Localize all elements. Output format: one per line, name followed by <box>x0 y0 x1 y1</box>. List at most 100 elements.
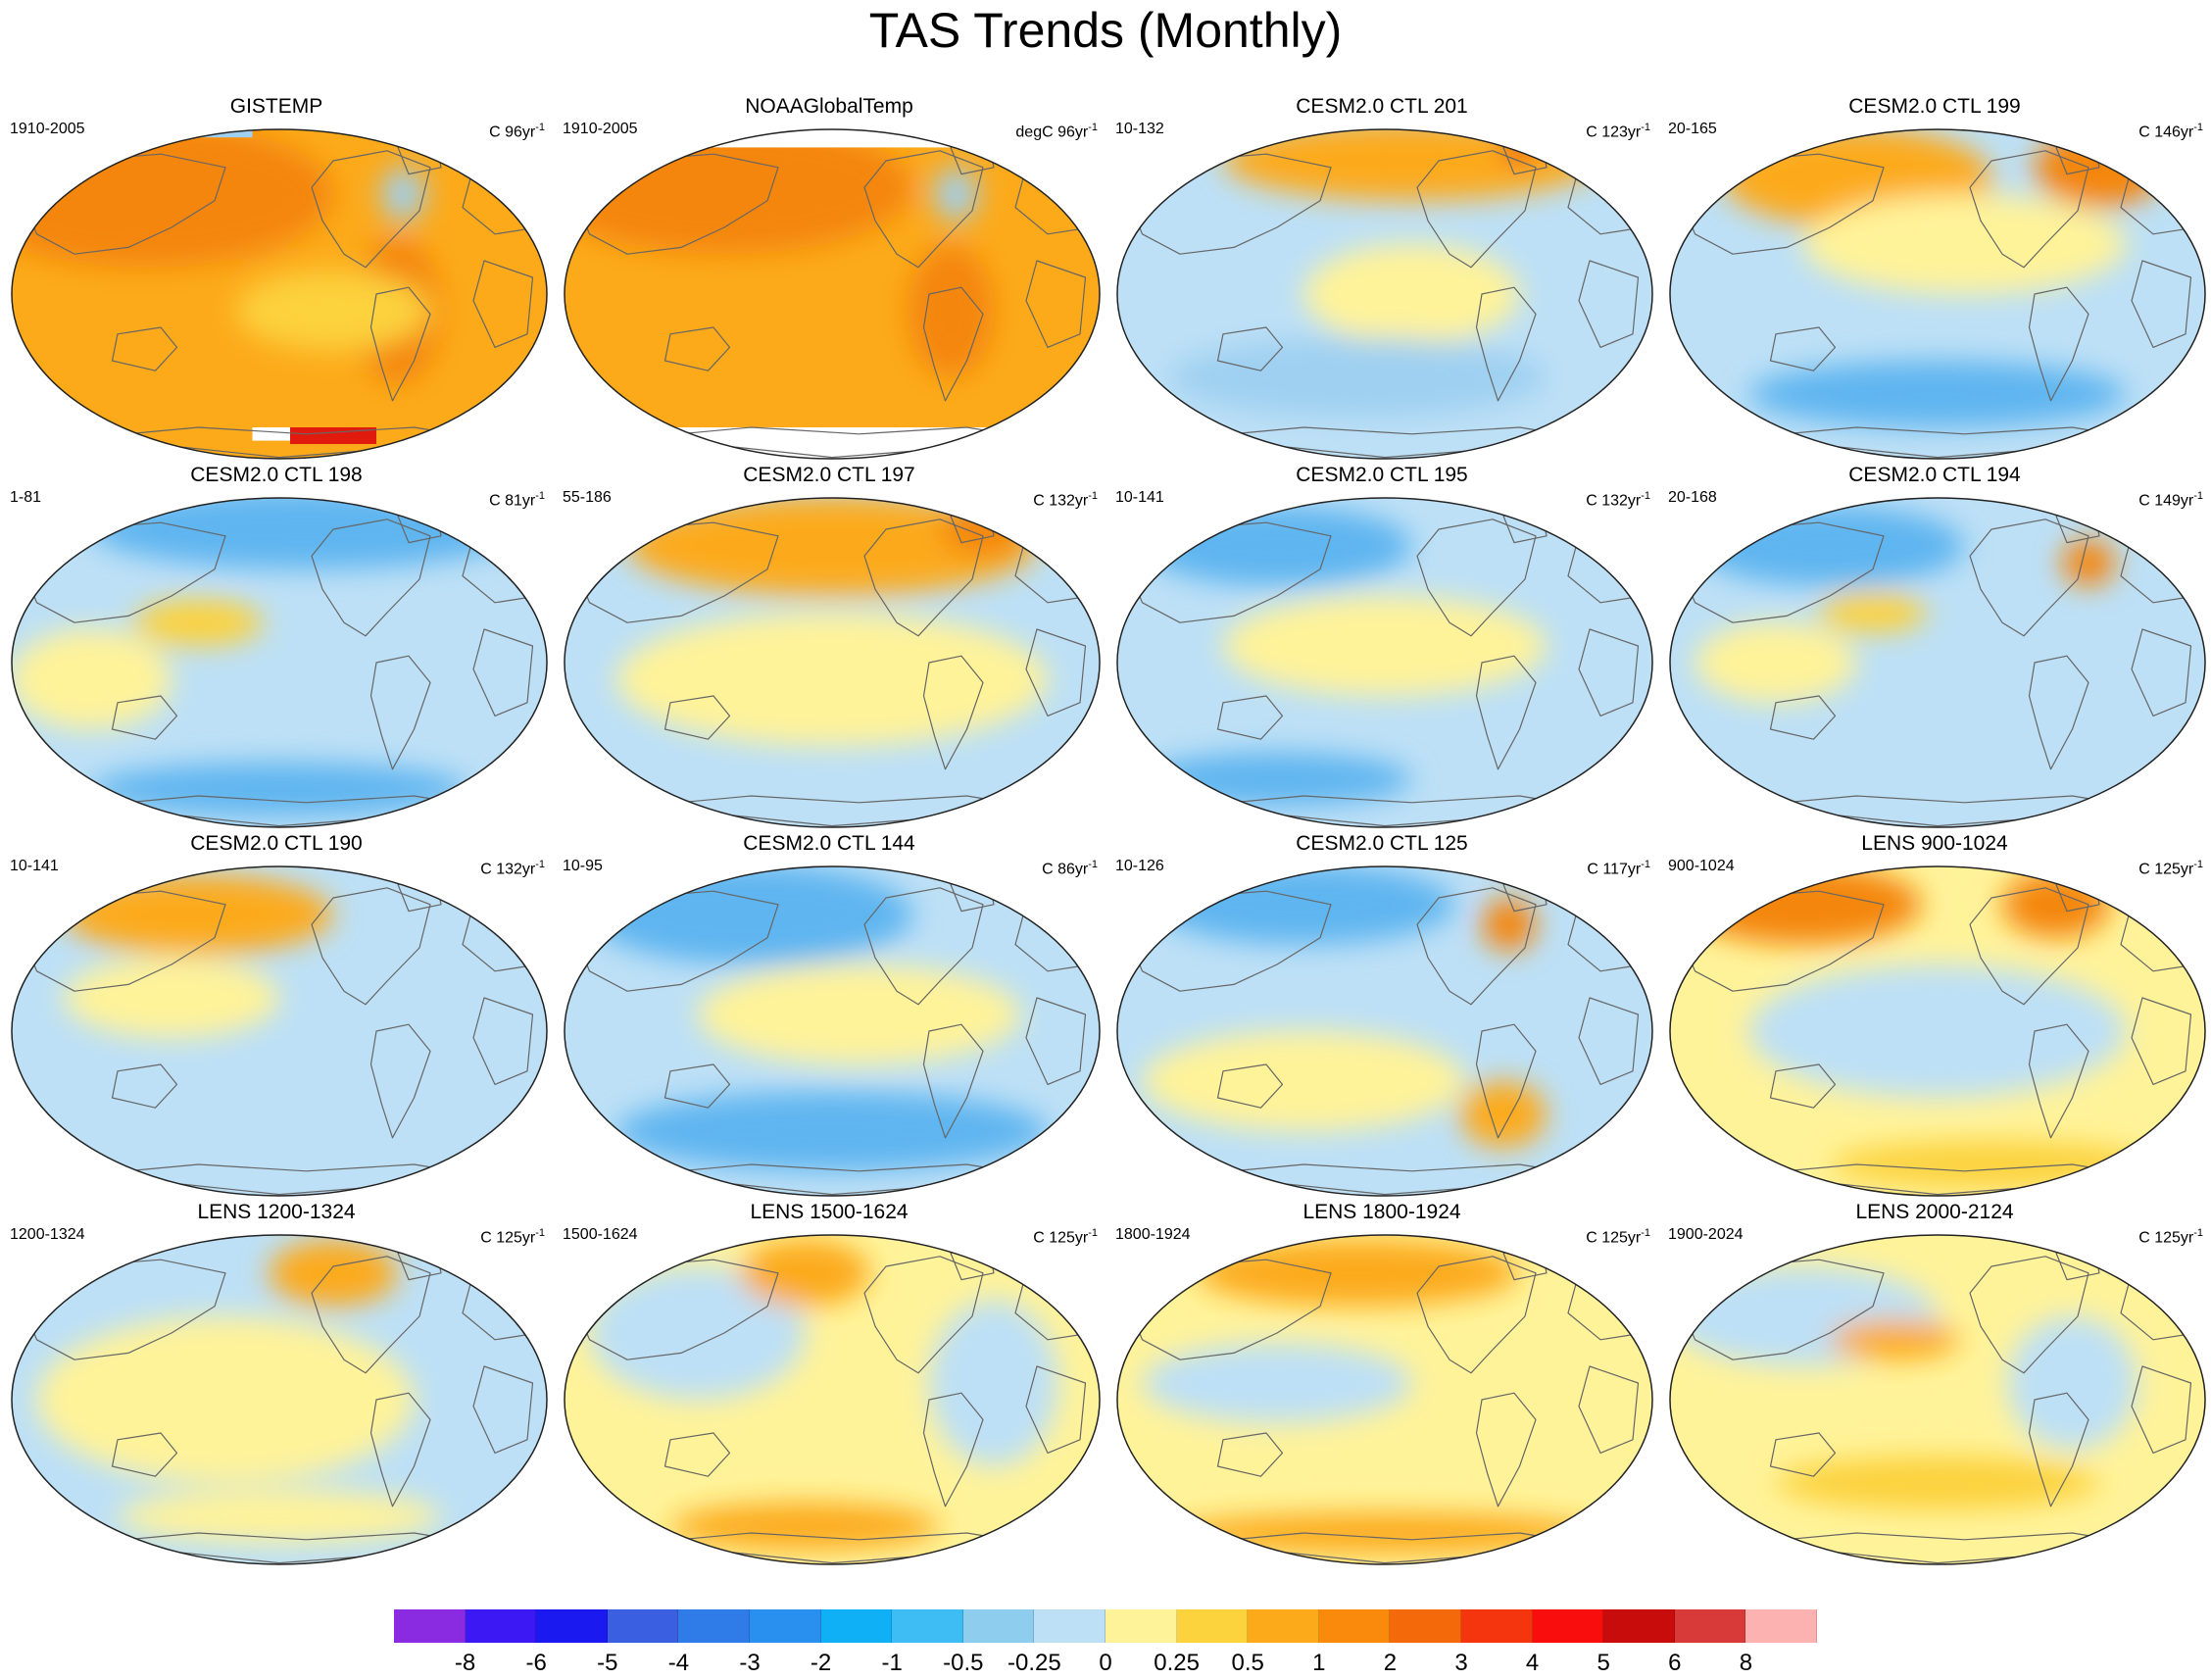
panel-units-value: C 125 <box>2138 1229 2181 1247</box>
panel-title: CESM2.0 CTL 198 <box>190 464 363 486</box>
map-border <box>1116 497 1653 828</box>
coastline <box>922 1392 984 1507</box>
trend-anomaly <box>1482 898 1536 952</box>
map-panel: CESM2.0 CTL 199 20-165 C 146yr-1 <box>1658 94 2211 462</box>
colorbar-tick-label: 0.5 <box>1231 1650 1264 1676</box>
robinson-map <box>1669 1234 2206 1565</box>
panel-units: C 123yr-1 <box>1586 118 1650 142</box>
colorbar <box>394 1609 1817 1643</box>
coastline <box>1195 1532 1601 1564</box>
panel-title: LENS 2000-2124 <box>1855 1201 2014 1223</box>
robinson-map <box>564 128 1101 460</box>
map-panel: CESM2.0 CTL 201 10-132 C 123yr-1 <box>1106 94 1658 462</box>
panel-units-value: C 86 <box>1042 861 1075 878</box>
map-border <box>11 497 548 828</box>
panel-period: 1800-1924 <box>1115 1226 1191 1243</box>
colorbar-box <box>1674 1609 1746 1643</box>
colorbar-box <box>892 1609 963 1643</box>
panel-period: 10-141 <box>10 858 59 874</box>
coastline <box>311 519 431 637</box>
colorbar-box <box>1460 1609 1533 1643</box>
robinson-map <box>11 497 548 828</box>
coastline <box>1195 1163 1601 1196</box>
map-border <box>1669 128 2206 460</box>
trend-anomaly <box>697 964 1021 1064</box>
panel-units-per: yr <box>2180 861 2194 878</box>
coastline <box>1195 426 1601 459</box>
map-panel: CESM2.0 CTL 144 10-95 C 86yr-1 <box>553 831 1106 1199</box>
map-border <box>564 128 1101 460</box>
panel-units-per: yr <box>1627 861 1642 878</box>
coastline <box>472 260 534 348</box>
robinson-map <box>564 1234 1101 1565</box>
panel-units-exponent: -1 <box>2193 122 2203 133</box>
coastline <box>1747 426 2154 459</box>
panel-title: LENS 1800-1924 <box>1302 1201 1461 1223</box>
robinson-map <box>1669 128 2206 460</box>
trend-anomaly <box>133 599 264 646</box>
coastline <box>89 1163 496 1196</box>
panel-units-per: yr <box>2180 124 2194 141</box>
trend-anomaly <box>1748 361 2127 427</box>
robinson-map <box>564 865 1101 1197</box>
map-panel: LENS 2000-2124 1900-2024 C 125yr-1 <box>1658 1200 2211 1567</box>
coastline <box>1475 1023 1537 1139</box>
panel-units: C 125yr-1 <box>2138 1223 2203 1248</box>
panel-period: 900-1024 <box>1668 858 1735 874</box>
coastline <box>311 887 431 1006</box>
panel-units: C 149yr-1 <box>2138 486 2203 511</box>
coastline <box>1216 1063 1284 1109</box>
panel-title: CESM2.0 CTL 201 <box>1296 95 1468 118</box>
coastline <box>1969 1256 2089 1374</box>
colorbar-tick-label: -1 <box>881 1650 903 1676</box>
trend-anomaly <box>1303 244 1520 344</box>
map-panel: LENS 1500-1624 1500-1624 C 125yr-1 <box>553 1200 1106 1567</box>
panel-units-per: yr <box>1074 124 1089 141</box>
coastline <box>642 426 1049 459</box>
map-panel: CESM2.0 CTL 194 20-168 C 149yr-1 <box>1658 463 2211 830</box>
coastline <box>922 1023 984 1139</box>
trend-anomaly <box>934 167 978 222</box>
trend-anomaly <box>1830 1141 2153 1188</box>
panel-units-exponent: -1 <box>535 122 545 133</box>
trend-anomaly <box>1830 1319 1959 1360</box>
trend-anomaly <box>1142 1031 1466 1131</box>
coastline <box>311 150 431 269</box>
panel-units-per: yr <box>2180 492 2194 510</box>
coastline <box>1578 1365 1640 1454</box>
coastline <box>2131 260 2192 348</box>
trend-anomaly <box>1460 1081 1547 1148</box>
map-panel: CESM2.0 CTL 125 10-126 C 117yr-1 <box>1106 831 1658 1199</box>
map-border <box>1669 1234 2206 1565</box>
panel-title: CESM2.0 CTL 199 <box>1848 95 2021 118</box>
panel-units-per: yr <box>521 124 536 141</box>
map-panel: GISTEMP 1910-2005 C 96yr-1 <box>0 94 553 462</box>
panel-period: 10-132 <box>1115 121 1164 137</box>
colorbar-tick-label: -3 <box>739 1650 761 1676</box>
coastline <box>1747 1532 2154 1564</box>
panel-units-per: yr <box>521 1229 536 1247</box>
panel-units: C 125yr-1 <box>2138 855 2203 879</box>
panel-units-exponent: -1 <box>535 1227 545 1239</box>
coastline <box>1769 1432 1837 1477</box>
panel-period: 10-95 <box>563 858 603 874</box>
panel-period: 20-168 <box>1668 489 1717 506</box>
map-border <box>564 1234 1101 1565</box>
coastline <box>111 1432 178 1477</box>
map-border <box>1669 497 2206 828</box>
panel-title: CESM2.0 CTL 197 <box>743 464 915 486</box>
map-border <box>1669 865 2206 1197</box>
panel-title: CESM2.0 CTL 144 <box>743 832 915 855</box>
trend-anomaly <box>1196 1239 1520 1307</box>
trend-anomaly <box>616 613 1048 746</box>
colorbar-box <box>607 1609 679 1643</box>
coastline <box>1769 326 1837 371</box>
panel-units-value: C 81 <box>489 492 522 510</box>
coastline <box>663 326 731 371</box>
colorbar-tick-label: 6 <box>1668 1650 1682 1676</box>
coastline <box>311 1256 431 1374</box>
panel-units-exponent: -1 <box>535 859 545 870</box>
robinson-map <box>11 1234 548 1565</box>
trend-anomaly <box>1776 1456 2099 1510</box>
